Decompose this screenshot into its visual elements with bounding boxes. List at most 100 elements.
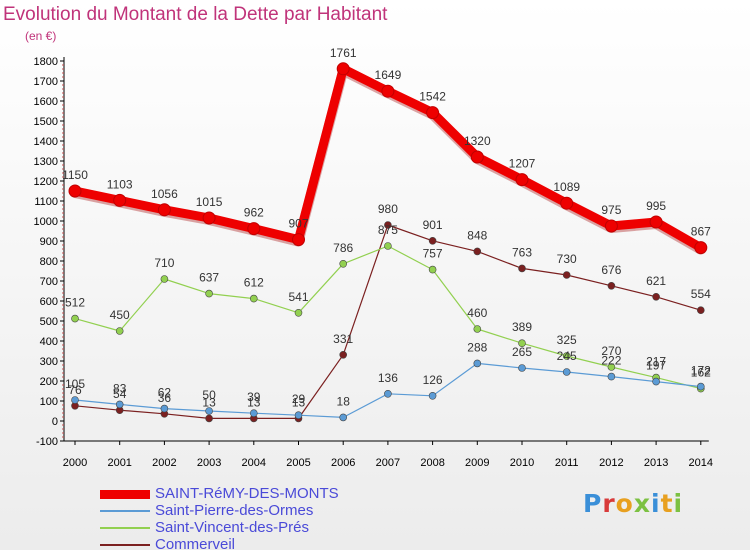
data-point [426, 106, 440, 120]
data-point [250, 294, 258, 303]
y-tick-label: 1200 [34, 176, 58, 188]
legend-swatch-2 [100, 526, 150, 529]
data-label: 867 [691, 225, 711, 239]
data-point [113, 193, 127, 207]
data-point [339, 413, 348, 422]
data-point [205, 289, 213, 298]
data-point [205, 407, 213, 415]
data-point [292, 233, 305, 247]
legend-swatch-1 [100, 509, 150, 512]
legend-label-1: Saint-Pierre-des-Ormes [155, 502, 314, 519]
data-point [652, 377, 660, 386]
data-point [205, 414, 213, 423]
x-tick-label: 2009 [465, 457, 489, 469]
y-tick-label: 1400 [34, 136, 58, 148]
data-label: 50 [202, 388, 216, 402]
data-point [294, 411, 303, 420]
data-label: 1103 [107, 177, 133, 191]
data-point [384, 389, 392, 398]
data-point [518, 339, 526, 348]
legend-swatch-3 [100, 543, 150, 546]
x-tick-label: 2013 [644, 457, 668, 469]
x-tick-label: 2000 [63, 457, 87, 469]
y-tick-label: 1800 [34, 56, 58, 68]
data-label: 13 [247, 395, 261, 409]
data-point [247, 222, 261, 236]
unit-label: (en €) [25, 29, 57, 43]
data-label: 763 [512, 245, 532, 259]
axes: -100 0 100 200 300 400 500 600 700 800 900 1000 1100… [34, 56, 714, 469]
y-tick-label: 1600 [34, 96, 58, 108]
data-label: 612 [244, 276, 264, 290]
y-tick-label: 400 [40, 336, 58, 348]
x-tick-label: 2004 [242, 457, 266, 469]
y-tick-label: 300 [40, 356, 58, 368]
data-point [384, 221, 392, 229]
data-label: 730 [557, 252, 577, 266]
y-tick-label: 0 [52, 416, 58, 428]
data-label: 554 [691, 287, 711, 301]
data-label: 1649 [375, 68, 402, 82]
data-point [384, 242, 392, 250]
data-point [562, 352, 571, 360]
data-point [71, 314, 79, 323]
data-point [473, 247, 482, 256]
data-label: 757 [423, 247, 443, 261]
data-point [652, 292, 660, 301]
y-tick-label: -100 [36, 436, 58, 448]
data-label: 1150 [62, 168, 88, 182]
y-tick-label: 900 [40, 236, 58, 248]
x-tick-label: 2008 [420, 457, 444, 469]
legend-label-2: Saint-Vincent-des-Prés [155, 519, 309, 536]
data-point [470, 150, 484, 164]
data-label: 1056 [151, 187, 178, 201]
y-tick-label: 1500 [34, 116, 58, 128]
data-label: 676 [601, 263, 621, 277]
data-label: 270 [601, 344, 621, 358]
legend-swatch-0 [100, 489, 150, 499]
data-label: 389 [512, 320, 532, 334]
y-tick-label: 1100 [34, 196, 58, 208]
data-label: 1542 [419, 90, 446, 104]
data-label: 980 [378, 202, 398, 216]
y-tick-label: 700 [40, 276, 58, 288]
line-chart: -100 0 100 200 300 400 500 600 700 800 900 1000 1100… [34, 46, 714, 469]
data-label: 76 [68, 383, 82, 397]
data-label: 18 [337, 394, 351, 408]
data-point [515, 173, 529, 187]
data-label: 83 [113, 381, 127, 395]
data-point [71, 396, 79, 404]
x-tick-label: 2010 [510, 457, 534, 469]
data-label: 54 [113, 387, 127, 401]
data-label: 460 [467, 306, 487, 320]
data-point [562, 368, 571, 376]
data-point [160, 275, 169, 283]
data-point [560, 196, 574, 210]
data-point [202, 211, 216, 225]
legend-item: SAINT-RéMY-DES-MONTS [100, 485, 400, 502]
data-label: 1761 [330, 46, 357, 60]
data-point [160, 404, 169, 413]
data-label: 710 [154, 256, 174, 270]
data-label: 217 [646, 355, 666, 369]
data-label: 222 [601, 354, 621, 368]
data-point [381, 84, 395, 98]
data-label: 126 [423, 373, 443, 387]
data-point [518, 264, 526, 273]
data-label: 907 [288, 217, 308, 231]
data-label: 162 [691, 366, 711, 380]
data-point [115, 327, 124, 335]
data-label: 995 [646, 199, 666, 213]
y-tick-label: 1700 [34, 76, 58, 88]
legend-label-3: Commerveil [155, 536, 236, 553]
legend-label-0: SAINT-RéMY-DES-MONTS [155, 485, 339, 502]
x-tick-label: 2011 [555, 457, 579, 469]
x-tick-label: 2002 [152, 457, 176, 469]
data-label: 172 [691, 364, 711, 378]
legend-item: Commerveil [100, 536, 400, 553]
data-label: 1320 [464, 134, 491, 148]
data-point [607, 372, 616, 381]
data-label: 29 [292, 392, 306, 406]
data-label: 621 [646, 274, 666, 288]
data-point [473, 359, 482, 368]
